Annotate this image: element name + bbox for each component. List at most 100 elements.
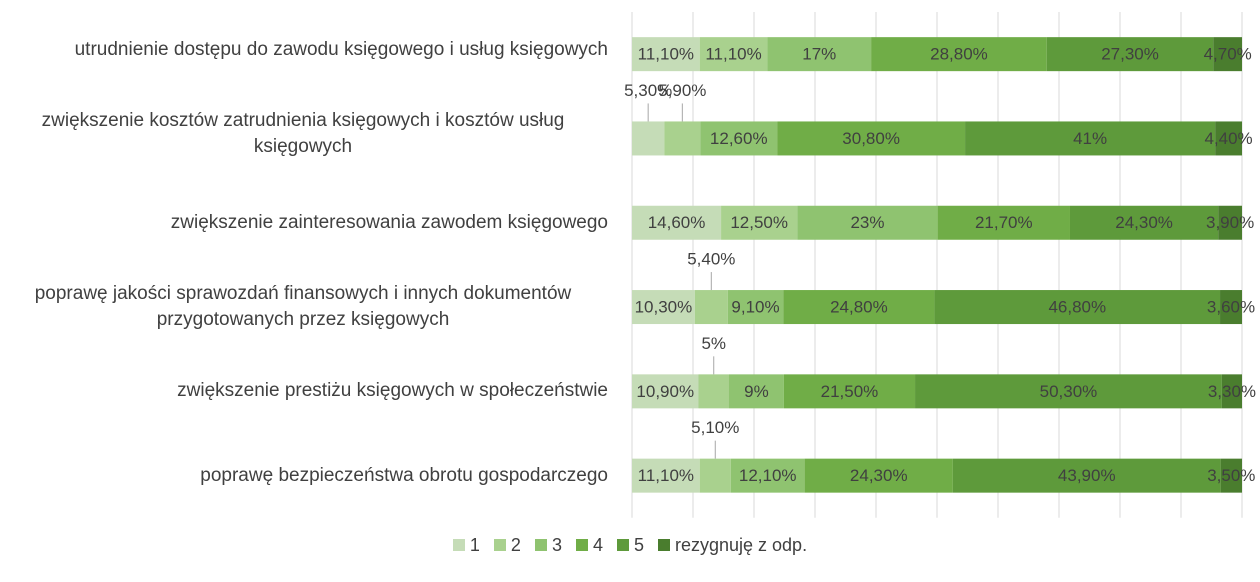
category-label: zwiększenie prestiżu księgowych w społec…: [177, 380, 608, 402]
legend-swatch: [575, 539, 588, 551]
value-label: 24,30%: [1115, 213, 1173, 232]
value-label: 17%: [802, 45, 836, 64]
bar-segment: [727, 290, 784, 325]
bar-segment: [699, 458, 731, 493]
value-label: 5%: [701, 334, 726, 353]
bar-segment: [1220, 458, 1242, 493]
value-label: 11,10%: [638, 45, 694, 64]
bar-segment: [1069, 205, 1219, 240]
value-label: 12,50%: [730, 213, 788, 232]
bar-segment: [767, 37, 872, 72]
legend-item: 2: [493, 534, 521, 556]
bar-segment: [1215, 121, 1242, 156]
value-label: 24,30%: [850, 466, 908, 485]
bar-segment: [728, 374, 784, 409]
bar-segment: [730, 458, 805, 493]
value-label: 3,90%: [1206, 213, 1254, 232]
bar-segment: [934, 290, 1221, 325]
legend-item: rezygnuję z odp.: [657, 534, 808, 556]
category-label-box: poprawę bezpieczeństwa obrotu gospodarcz…: [0, 434, 608, 518]
bar-segment: [698, 374, 729, 409]
value-label: 43,90%: [1058, 466, 1116, 485]
bar-segment: [721, 205, 798, 240]
value-label: 21,50%: [821, 382, 879, 401]
value-label: 10,90%: [636, 382, 694, 401]
value-label: 5,30%: [624, 81, 672, 100]
value-label: 5,10%: [691, 418, 739, 437]
category-label: poprawę jakości sprawozdań finansowych i…: [34, 283, 572, 331]
value-label: 14,60%: [648, 213, 706, 232]
value-label: 10,30%: [635, 298, 693, 317]
value-label: 9%: [744, 382, 769, 401]
bar-segment: [632, 121, 665, 156]
bar-segment: [632, 290, 695, 325]
bar-segment: [965, 121, 1216, 156]
bar-segment: [937, 205, 1070, 240]
category-label-box: utrudnienie dostępu do zawodu księgowego…: [0, 8, 608, 92]
category-label: utrudnienie dostępu do zawodu księgowego…: [74, 39, 608, 61]
category-label: zwiększenie kosztów zatrudnienia księgow…: [41, 110, 565, 158]
bar-segment: [797, 205, 938, 240]
bar-segment: [777, 121, 966, 156]
value-label: 11,10%: [638, 466, 694, 485]
value-label: 50,30%: [1040, 382, 1098, 401]
bar-segment: [694, 290, 728, 325]
bar-segment: [952, 458, 1221, 493]
legend-swatch: [616, 539, 629, 551]
category-label: poprawę bezpieczeństwa obrotu gospodarcz…: [200, 464, 608, 486]
legend-label: 3: [551, 534, 562, 555]
bar-segment: [871, 37, 1047, 72]
value-label: 46,80%: [1048, 298, 1106, 317]
value-label: 30,80%: [842, 129, 900, 148]
bar-segment: [1220, 290, 1242, 325]
legend-label: 2: [510, 534, 521, 555]
category-label-box: zwiększenie kosztów zatrudnienia księgow…: [0, 92, 608, 176]
bar-segment: [699, 37, 768, 72]
legend-swatch: [657, 539, 670, 551]
bar-segment: [632, 458, 700, 493]
legend-label: 5: [633, 534, 644, 555]
value-label: 3,50%: [1207, 466, 1255, 485]
value-label: 4,70%: [1204, 45, 1252, 64]
value-label: 3,60%: [1207, 298, 1255, 317]
bar-segment: [783, 290, 935, 325]
category-label-box: poprawę jakości sprawozdań finansowych i…: [0, 265, 608, 349]
bar-segment: [1218, 205, 1242, 240]
legend-swatch: [534, 539, 547, 551]
legend-item: 4: [575, 534, 603, 556]
legend-swatch: [493, 539, 506, 551]
value-label: 5,40%: [687, 250, 735, 269]
legend-label: rezygnuję z odp.: [674, 534, 808, 555]
bar-segment: [1213, 37, 1242, 72]
value-label: 21,70%: [975, 213, 1033, 232]
bar-segment: [783, 374, 916, 409]
value-label: 41%: [1073, 129, 1107, 148]
value-label: 5,90%: [658, 81, 706, 100]
value-label: 28,80%: [930, 45, 988, 64]
value-label: 11,10%: [705, 45, 761, 64]
bar-segment: [632, 37, 700, 72]
value-label: 27,30%: [1101, 45, 1159, 64]
value-label: 24,80%: [830, 298, 888, 317]
value-label: 12,10%: [739, 466, 797, 485]
value-label: 3,30%: [1208, 382, 1256, 401]
legend-item: 1: [452, 534, 480, 556]
bar-segment: [1221, 374, 1242, 409]
bar-segment: [700, 121, 778, 156]
category-label: zwiększenie zainteresowania zawodem księ…: [170, 211, 608, 233]
category-label-box: zwiększenie prestiżu księgowych w społec…: [0, 349, 608, 433]
legend-label: 1: [469, 534, 480, 555]
bar-segment: [915, 374, 1222, 409]
legend-swatch: [452, 539, 465, 551]
legend-item: 3: [534, 534, 562, 556]
legend: 1 2 3 4 5 rezygnuję z odp.: [0, 532, 1260, 558]
value-label: 12,60%: [710, 129, 768, 148]
bar-segment: [664, 121, 701, 156]
bar-segment: [632, 374, 699, 409]
legend-item: 5: [616, 534, 644, 556]
legend-label: 4: [592, 534, 603, 555]
bar-segment: [1046, 37, 1214, 72]
value-label: 4,40%: [1204, 129, 1252, 148]
